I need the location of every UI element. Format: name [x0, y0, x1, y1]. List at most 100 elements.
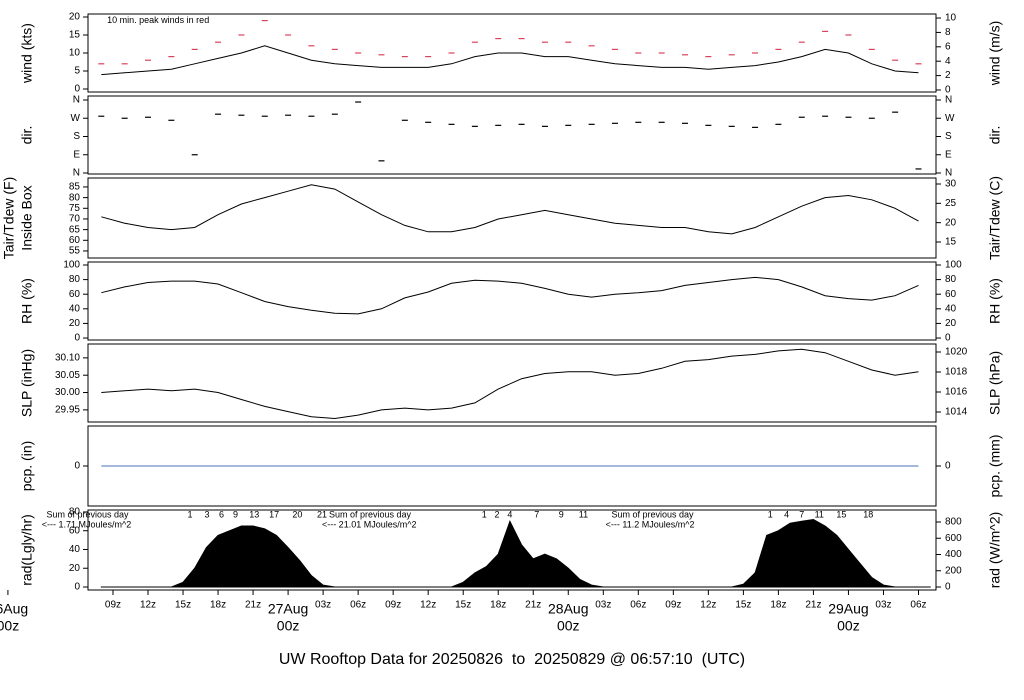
x-tick-label: 03z — [315, 600, 331, 611]
x-tick-label: 12z — [420, 600, 436, 611]
date-sublabel: 00z — [277, 618, 300, 634]
hour-label: 1 — [768, 509, 773, 519]
series-line — [101, 348, 919, 420]
y-tick-label: 40 — [69, 544, 81, 555]
x-tick-label: 03z — [875, 600, 891, 611]
y2-tick-label: 25 — [945, 198, 957, 209]
hour-label: 7 — [534, 509, 539, 519]
x-tick-label: 21z — [805, 600, 821, 611]
x-tick-label: 21z — [245, 600, 261, 611]
x-tick-label: 06z — [630, 600, 646, 611]
hour-label: 11 — [579, 509, 588, 519]
y2-tick-label: 8 — [945, 27, 951, 38]
y2-tick-label: 4 — [945, 56, 951, 67]
y2-tick-label: 30 — [945, 179, 957, 190]
x-tick-label: 15z — [455, 600, 471, 611]
y-tick-label: S — [73, 131, 80, 142]
y-tick-label: 80 — [69, 507, 81, 518]
hour-label: 21 — [317, 509, 327, 519]
hour-label: 1 — [188, 509, 193, 519]
y-axis-label: SLP (inHg) — [19, 349, 35, 417]
hour-label: 17 — [269, 509, 279, 519]
y-tick-label: 80 — [69, 274, 81, 285]
y2-tick-label: 2 — [945, 70, 951, 81]
y-tick-label: 10 — [69, 48, 81, 59]
y-tick-label: 20 — [69, 318, 81, 329]
y-tick-label: 60 — [69, 289, 81, 300]
x-tick-label: 06z — [350, 600, 366, 611]
annotation: <--- 21.01 MJoules/m^2 — [322, 519, 417, 529]
y-tick-label: 0 — [74, 461, 80, 472]
hour-label: 9 — [559, 509, 564, 519]
y-tick-label: E — [73, 149, 80, 160]
y-tick-label: 0 — [74, 582, 80, 593]
panel-frame — [87, 177, 937, 259]
y-tick-label: 5 — [74, 66, 80, 77]
hour-label: 4 — [507, 509, 512, 519]
date-label: 26Aug — [0, 601, 28, 617]
y2-tick-label: 1014 — [945, 407, 968, 418]
hour-label: 1 — [482, 509, 487, 519]
y2-axis-label: rad (W/m^2) — [987, 512, 1003, 589]
annotation: <--- 1.71 MJoules/m^2 — [42, 519, 132, 529]
y-tick-label: 80 — [69, 192, 81, 203]
y2-tick-label: 1016 — [945, 387, 968, 398]
y-tick-label: 20 — [69, 12, 81, 23]
x-tick-label: 09z — [665, 600, 681, 611]
y-axis-label: wind (kts) — [19, 23, 35, 84]
panel-frame — [87, 261, 937, 341]
y-tick-label: 70 — [69, 214, 81, 225]
date-sublabel: 00z — [557, 618, 580, 634]
y-tick-label: 55 — [69, 246, 81, 257]
y-axis-label: RH (%) — [19, 278, 35, 324]
y2-tick-label: 1020 — [945, 347, 968, 358]
y2-tick-label: 0 — [945, 333, 951, 344]
hour-label: 6 — [219, 509, 224, 519]
y2-tick-label: 6 — [945, 41, 951, 52]
date-label: 29Aug — [828, 601, 868, 617]
y2-axis-label: SLP (hPa) — [987, 351, 1003, 415]
x-tick-label: 12z — [140, 600, 156, 611]
y2-tick-label: E — [945, 149, 952, 160]
hour-label: 3 — [204, 509, 209, 519]
y2-tick-label: 20 — [945, 318, 957, 329]
y-tick-label: N — [73, 168, 80, 179]
hour-label: 4 — [784, 509, 789, 519]
hour-label: 9 — [233, 509, 238, 519]
y-tick-label: W — [71, 113, 81, 124]
y-tick-label: 65 — [69, 224, 81, 235]
series-line — [101, 184, 919, 235]
series-line — [101, 45, 919, 76]
y2-tick-label: 400 — [945, 549, 962, 560]
y2-tick-label: 20 — [945, 217, 957, 228]
x-tick-label: 18z — [490, 600, 506, 611]
y-axis-label: dir. — [19, 126, 35, 145]
y2-tick-label: 10 — [945, 13, 957, 24]
x-tick-label: 21z — [525, 600, 541, 611]
panel-frame — [87, 509, 937, 591]
y2-tick-label: 0 — [945, 582, 951, 593]
y2-tick-label: 100 — [945, 260, 962, 271]
hour-label: 11 — [815, 509, 824, 519]
y2-tick-label: 80 — [945, 274, 957, 285]
hour-label: 7 — [799, 509, 804, 519]
y-tick-label: 60 — [69, 235, 81, 246]
x-tick-label: 18z — [210, 600, 226, 611]
y2-tick-label: 0 — [945, 461, 951, 472]
x-tick-label: 12z — [700, 600, 716, 611]
y2-tick-label: W — [945, 113, 955, 124]
annotation: 10 min. peak winds in red — [107, 15, 209, 25]
y-axis-label: Tair/Tdew (F) — [1, 177, 17, 259]
y2-tick-label: 1018 — [945, 367, 968, 378]
y-tick-label: N — [73, 95, 80, 106]
date-sublabel: 00z — [0, 618, 19, 634]
panel-frame — [87, 95, 937, 175]
y2-tick-label: 15 — [945, 237, 957, 248]
y2-tick-label: N — [945, 95, 952, 106]
x-tick-label: 09z — [385, 600, 401, 611]
y-tick-label: 85 — [69, 182, 81, 193]
y-tick-label: 0 — [74, 84, 80, 95]
x-tick-label: 03z — [595, 600, 611, 611]
radiation-area — [100, 518, 931, 588]
